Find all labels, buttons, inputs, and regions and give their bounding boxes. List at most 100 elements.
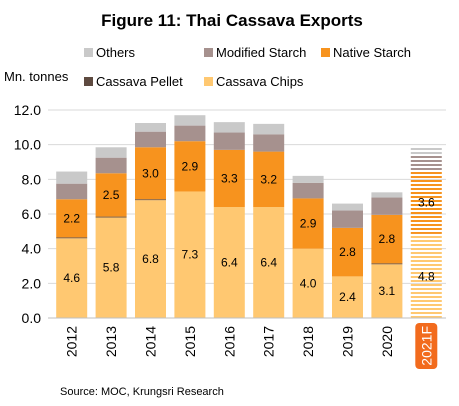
bar-segment-others-2019 <box>332 203 363 211</box>
bar-segment-cassava-chips-2019 <box>332 276 363 318</box>
bar-segment-native-starch-2019 <box>332 227 363 277</box>
bar-segment-others-2014 <box>135 123 166 132</box>
bar-segment-cassava-pellet-2021F <box>410 233 442 235</box>
bar-segment-others-2013 <box>95 147 127 158</box>
bar-segment-modified-starch-2021F <box>410 154 442 172</box>
bar-segment-modified-starch-2016 <box>213 132 245 150</box>
bars: 4.6 2.2 5.8 2.5 6.8 3.0 7.3 2.9 6.4 3.3 6.4 3.2 4.0 2… <box>48 115 446 319</box>
x-tick-label: 2021F <box>418 326 434 366</box>
y-tick-label: 6.0 <box>22 206 42 222</box>
data-label: 2.8 <box>379 232 396 246</box>
bar-segment-native-starch-2017 <box>253 151 285 208</box>
x-axis-ticks: 2012 2013 2014 2015 2016 2017 2018 2019 2020 2021… <box>64 323 438 369</box>
x-tick-label: 2017 <box>261 326 277 357</box>
x-tick-label: 2016 <box>221 326 237 357</box>
bar-segment-others-2021F <box>410 147 442 155</box>
x-tick-label: 2020 <box>379 326 395 357</box>
bar-segment-cassava-chips-2015 <box>174 191 206 318</box>
bar-segment-native-starch-2021F <box>410 171 442 234</box>
bar-segment-others-2016 <box>213 122 245 133</box>
x-tick-label: 2013 <box>103 326 119 357</box>
y-tick-label: 0.0 <box>22 310 42 326</box>
legend-swatch <box>84 48 93 57</box>
bar-segment-native-starch-2018 <box>292 198 324 249</box>
bar-segment-others-2017 <box>253 123 285 135</box>
data-label: 2.5 <box>103 188 120 202</box>
bar-segment-native-starch-2020 <box>371 214 403 264</box>
bar-segment-cassava-chips-2020 <box>371 264 403 318</box>
legend-label: Modified Starch <box>216 45 306 60</box>
x-tick-label: 2012 <box>64 326 80 357</box>
bar-segment-modified-starch-2019 <box>332 210 363 228</box>
data-label: 3.1 <box>379 284 396 298</box>
x-tick-label: 2014 <box>143 326 159 357</box>
legend-label: Cassava Chips <box>216 74 304 89</box>
y-tick-label: 2.0 <box>22 275 42 291</box>
bar-segment-others-2018 <box>292 175 324 183</box>
legend-label: Cassava Pellet <box>96 74 183 89</box>
data-label: 4.8 <box>418 269 435 283</box>
x-tick-label: 2019 <box>340 326 356 357</box>
y-tick-label: 10.0 <box>14 137 41 153</box>
data-label: 6.4 <box>260 256 277 270</box>
bar-segment-native-starch-2013 <box>95 173 127 217</box>
data-label: 3.6 <box>418 196 435 210</box>
y-tick-label: 8.0 <box>22 171 42 187</box>
data-label: 3.2 <box>260 172 277 186</box>
data-label: 2.2 <box>63 211 80 225</box>
bar-segment-modified-starch-2012 <box>56 183 88 200</box>
bar-segment-cassava-pellet-2014 <box>135 199 166 201</box>
bar-segment-modified-starch-2015 <box>174 125 206 142</box>
bar-segment-cassava-chips-2014 <box>135 200 166 318</box>
bar-segment-others-2020 <box>371 192 403 198</box>
x-tick-label: 2015 <box>182 326 198 357</box>
legend-swatch <box>204 48 213 57</box>
legend-swatch <box>204 77 213 86</box>
source-note: Source: MOC, Krungsri Research <box>60 386 224 398</box>
bar-segment-cassava-chips-2012 <box>56 238 88 318</box>
bar-segment-modified-starch-2017 <box>253 134 285 152</box>
y-tick-label: 12.0 <box>14 102 41 118</box>
data-label: 4.0 <box>300 276 317 290</box>
bar-segment-cassava-chips-2017 <box>253 207 285 318</box>
legend-label: Native Starch <box>333 45 411 60</box>
bar-segment-modified-starch-2013 <box>95 157 127 174</box>
forecast-highlight <box>415 323 438 369</box>
chart-title: Figure 11: Thai Cassava Exports <box>101 11 363 30</box>
bar-segment-cassava-chips-2013 <box>95 217 127 318</box>
data-label: 2.4 <box>339 290 356 304</box>
data-label: 3.3 <box>221 171 238 185</box>
bar-segment-cassava-chips-2021F <box>410 234 442 318</box>
bar-segment-modified-starch-2020 <box>371 197 403 215</box>
bar-segment-modified-starch-2014 <box>135 131 166 148</box>
y-axis-ticks: 0.0 2.0 4.0 6.0 8.0 10.0 12.0 <box>14 102 41 326</box>
data-label: 4.6 <box>63 271 80 285</box>
legend-swatch <box>321 48 330 57</box>
legend-swatch <box>84 77 93 86</box>
bar-segment-native-starch-2012 <box>56 199 88 238</box>
bar-segment-native-starch-2015 <box>174 141 206 192</box>
bar-segment-native-starch-2014 <box>135 147 166 200</box>
bar-segment-cassava-pellet-2013 <box>95 216 127 218</box>
legend-label: Others <box>96 45 136 60</box>
bar-segment-cassava-chips-2018 <box>292 248 324 318</box>
data-label: 2.9 <box>182 159 199 173</box>
y-axis-label: Mn. tonnes <box>4 69 69 84</box>
bar-segment-others-2012 <box>56 171 88 184</box>
y-tick-label: 4.0 <box>22 241 42 257</box>
data-label: 2.8 <box>339 245 356 259</box>
data-label: 6.4 <box>221 256 238 270</box>
data-label: 5.8 <box>103 261 120 275</box>
data-label: 3.0 <box>142 166 159 180</box>
data-label: 2.9 <box>300 217 317 231</box>
data-label: 7.3 <box>182 248 199 262</box>
bar-segment-cassava-pellet-2020 <box>371 263 403 265</box>
bar-segment-modified-starch-2018 <box>292 182 324 199</box>
legend: Others Modified Starch Native Starch Cassav… <box>84 45 411 89</box>
bar-segment-others-2015 <box>174 115 206 126</box>
x-tick-label: 2018 <box>300 326 316 357</box>
bar-segment-cassava-pellet-2012 <box>56 237 88 239</box>
bar-segment-native-starch-2016 <box>213 149 245 208</box>
data-label: 6.8 <box>142 252 159 266</box>
